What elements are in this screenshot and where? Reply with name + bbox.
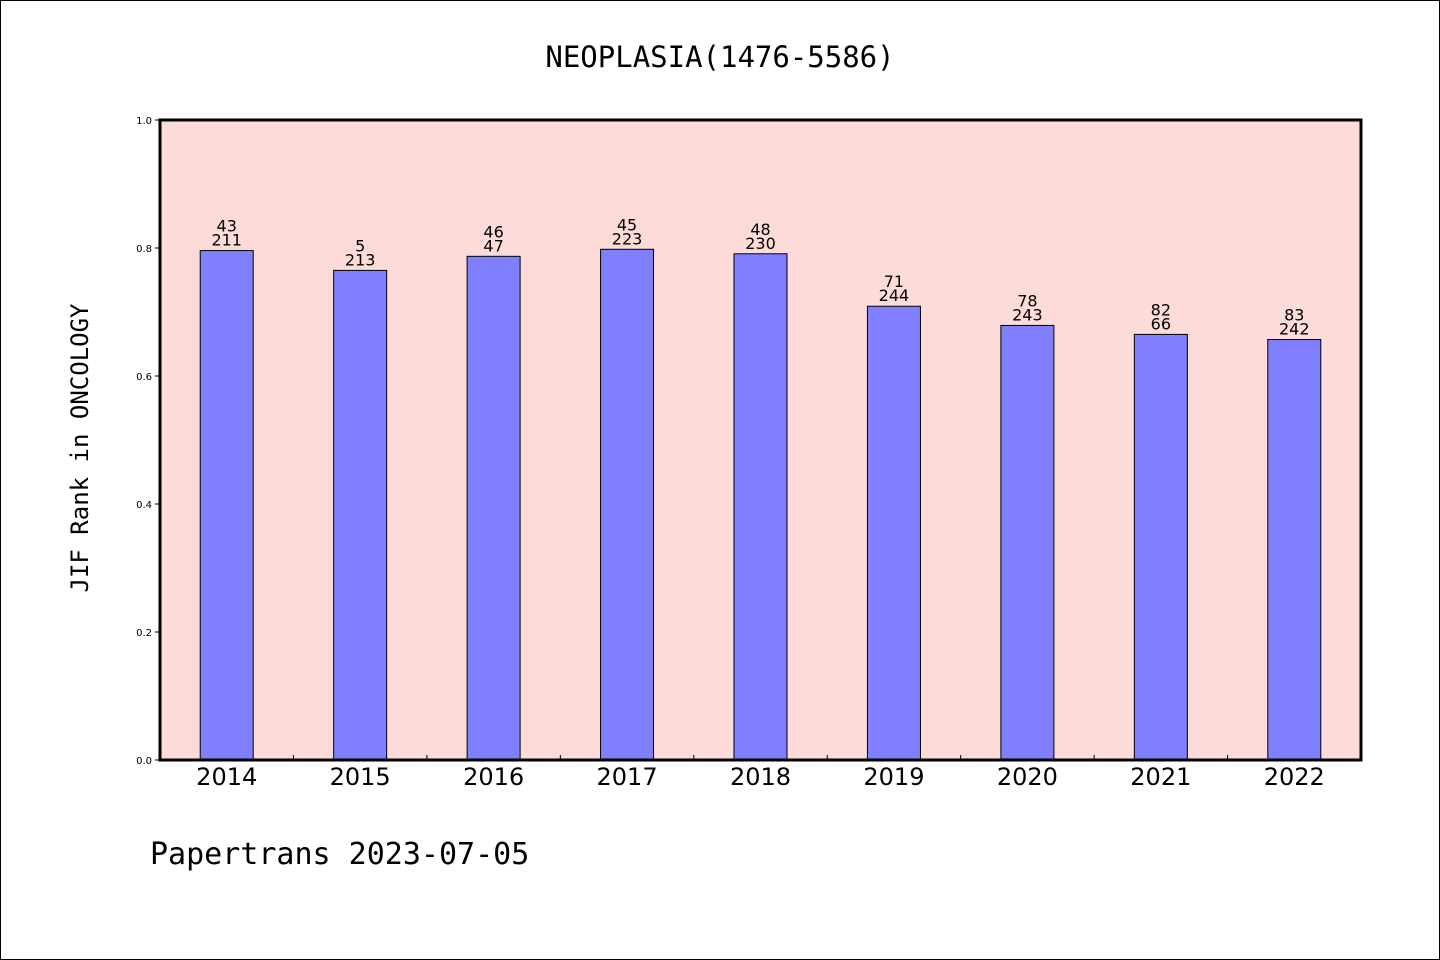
data-label-total-2014: 211 — [211, 231, 242, 250]
data-label-total-2015: 213 — [345, 250, 376, 269]
data-label-total-2021: 66 — [1151, 314, 1171, 333]
y-tick-label-0.0: 0.0 — [136, 756, 152, 767]
plot-border — [158, 118, 1363, 762]
chart-title: NEOPLASIA(1476-5586) — [545, 40, 894, 74]
watermark: Papertrans 2023-07-05 — [150, 837, 529, 872]
data-label-rank-2020: 78 — [1017, 291, 1037, 310]
bar-2014 — [199, 250, 254, 761]
data-label-rank-2014: 43 — [217, 217, 237, 236]
bar-2015 — [333, 269, 388, 761]
x-tick-label-2019: 2019 — [863, 763, 924, 791]
data-label-total-2022: 242 — [1279, 320, 1310, 339]
bar-2019 — [866, 305, 921, 761]
data-label-rank-2015: 5 — [355, 236, 365, 255]
y-tick-label-0.4: 0.4 — [136, 500, 152, 511]
x-tick-label-2015: 2015 — [330, 763, 391, 791]
bar-2022 — [1267, 339, 1322, 761]
x-tick-label-2014: 2014 — [196, 763, 257, 791]
bar-2021 — [1133, 333, 1188, 761]
bar-2017 — [600, 248, 655, 761]
data-label-rank-2019: 71 — [884, 272, 904, 291]
data-label-rank-2018: 48 — [750, 220, 770, 239]
bar-2020 — [1000, 324, 1055, 761]
bar-2018 — [733, 253, 788, 761]
data-label-total-2017: 223 — [612, 229, 643, 248]
data-label-total-2018: 230 — [745, 234, 776, 253]
x-tick-label-2022: 2022 — [1264, 763, 1325, 791]
x-tick-label-2017: 2017 — [597, 763, 658, 791]
y-tick-label-1.0: 1.0 — [136, 116, 152, 127]
x-tick-label-2021: 2021 — [1130, 763, 1191, 791]
x-tick-label-2018: 2018 — [730, 763, 791, 791]
data-label-total-2016: 47 — [483, 236, 503, 255]
bar-2016 — [466, 255, 521, 761]
data-label-total-2019: 244 — [879, 286, 910, 305]
data-label-rank-2021: 82 — [1151, 300, 1171, 319]
y-tick-label-0.2: 0.2 — [136, 628, 152, 639]
data-label-rank-2016: 46 — [483, 222, 503, 241]
data-label-rank-2017: 45 — [617, 215, 637, 234]
x-tick-label-2016: 2016 — [463, 763, 524, 791]
y-axis-label: JIF Rank in ONCOLOGY — [66, 303, 94, 593]
y-tick-label-0.6: 0.6 — [136, 372, 152, 383]
y-tick-label-0.8: 0.8 — [136, 244, 152, 255]
x-tick-label-2020: 2020 — [997, 763, 1058, 791]
data-label-rank-2022: 83 — [1284, 306, 1304, 325]
x-ticks-group: 2014 2015 2016 2017 2018 2019 2020 2021 2022 — [196, 755, 1325, 791]
y-ticks-group: 0.0 0.2 0.4 0.6 0.8 1.0 — [136, 116, 160, 767]
data-label-total-2020: 243 — [1012, 305, 1043, 324]
